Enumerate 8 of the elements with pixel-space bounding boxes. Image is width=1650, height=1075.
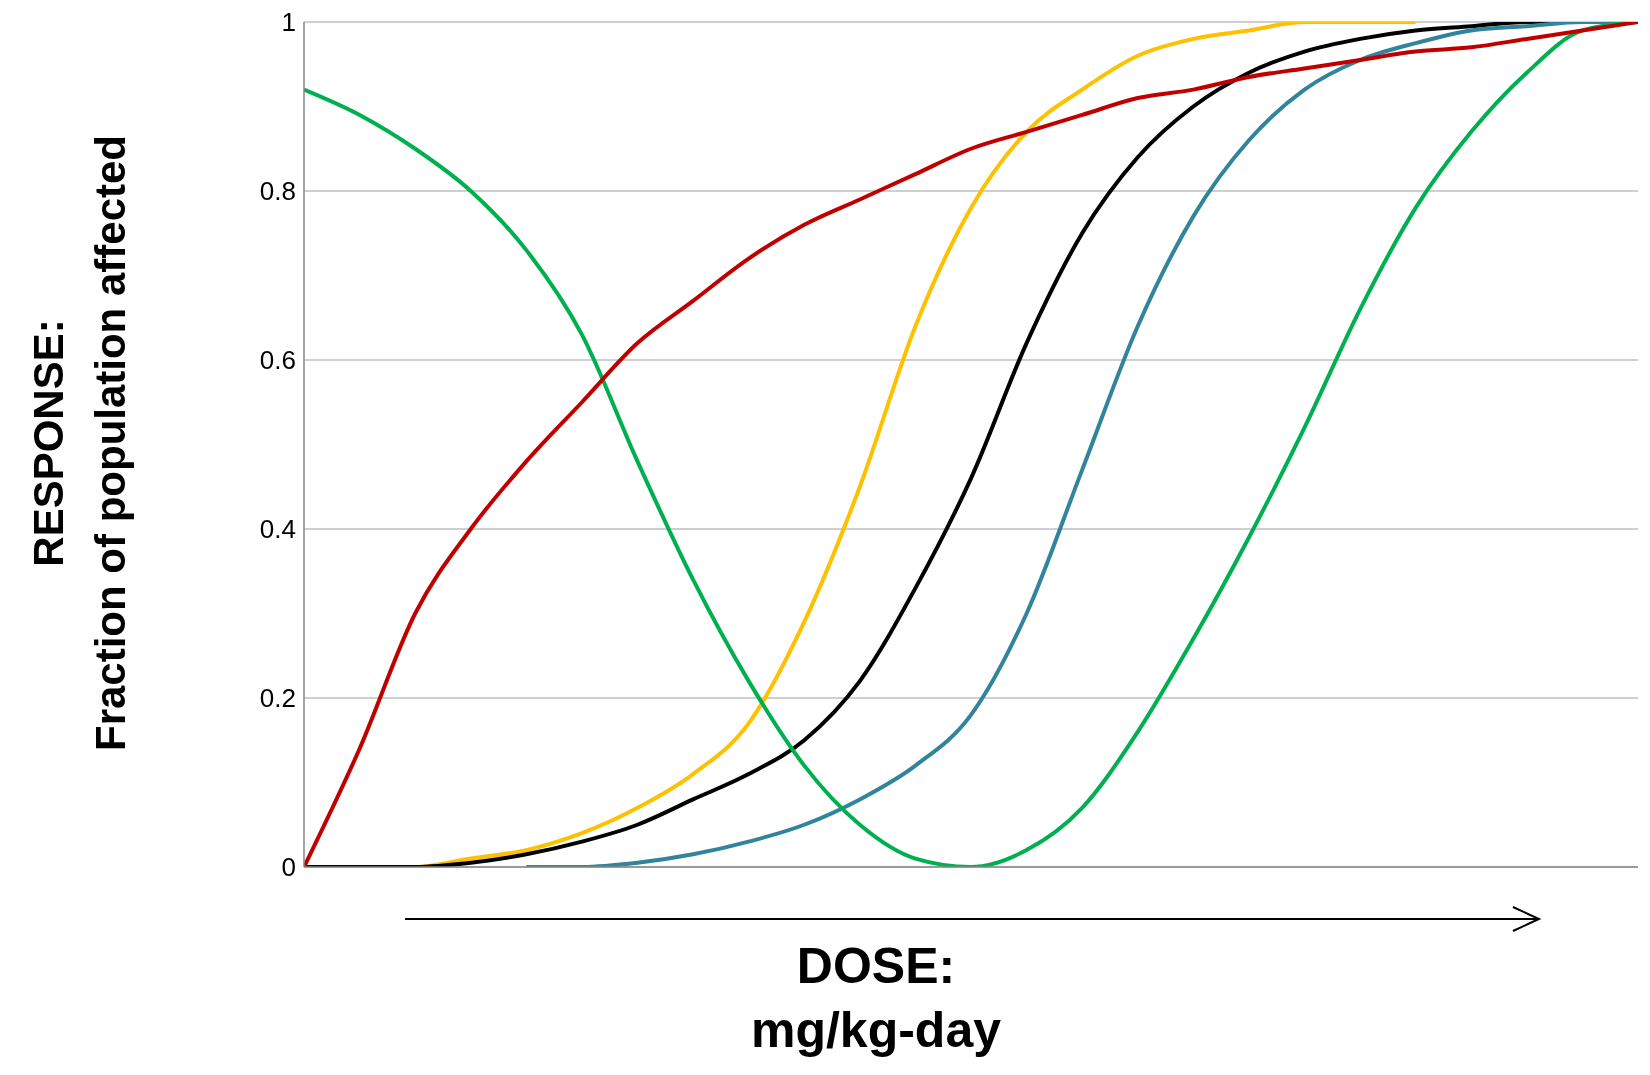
y-tick-label: 0 [281,852,296,883]
x-axis-title: DOSE: mg/kg-day [749,937,1003,1060]
y-tick-label: 0.8 [259,176,296,207]
y-tick-label: 0.2 [259,683,296,714]
y-tick-label: 1 [281,7,296,38]
y-tick-label: 0.6 [259,345,296,376]
y-axis-title: RESPONSE: Fraction of population affected [24,134,135,753]
y-tick-label: 0.4 [259,514,296,545]
